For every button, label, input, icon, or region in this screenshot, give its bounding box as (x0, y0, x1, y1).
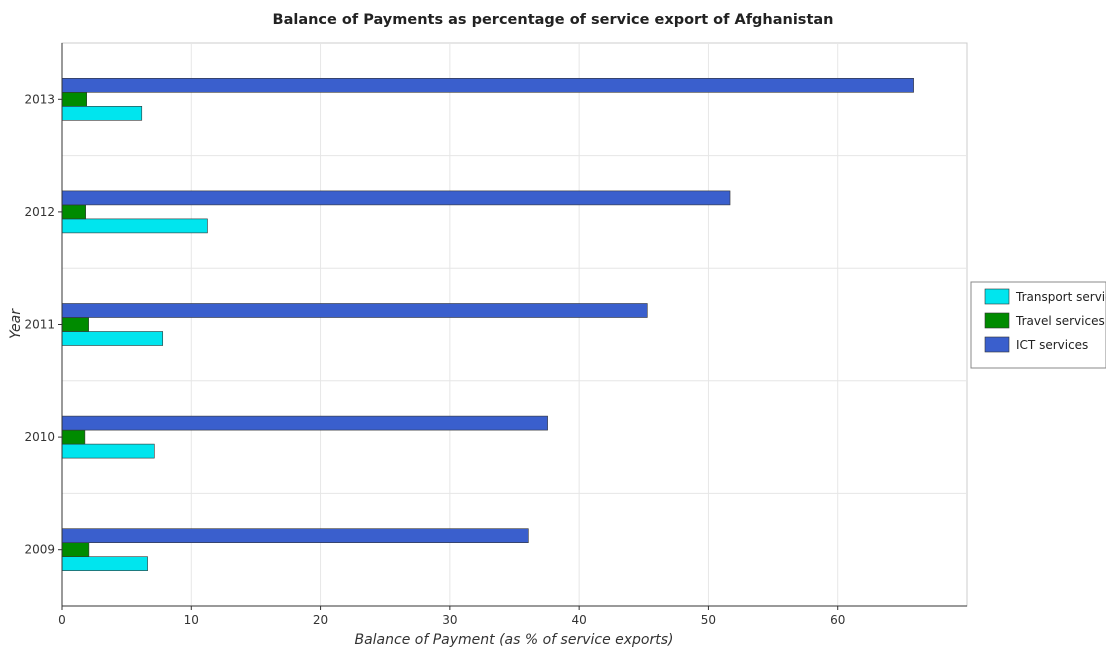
legend-label: ICT services (1016, 338, 1088, 352)
bar-transport-services-2009 (61, 556, 148, 572)
x-tick-label: 40 (572, 613, 587, 627)
x-tick-label: 20 (313, 613, 328, 627)
x-tick-label: 30 (442, 613, 457, 627)
bar-ict-services-2010 (61, 415, 548, 431)
plot-area (61, 42, 968, 607)
x-tick-label: 10 (184, 613, 199, 627)
x-tick-label: 60 (830, 613, 845, 627)
bar-ict-services-2011 (61, 303, 648, 318)
bar-ict-services-2012 (61, 190, 731, 206)
bar-travel-services-2011 (61, 317, 89, 332)
bar-ict-services-2009 (61, 528, 529, 544)
y-tick-label: 2010 (24, 430, 55, 444)
legend-swatch (984, 288, 1010, 305)
bar-travel-services-2010 (61, 429, 86, 445)
bar-transport-services-2010 (61, 443, 155, 459)
bar-travel-services-2009 (61, 542, 90, 558)
y-tick-label: 2013 (24, 92, 55, 106)
legend-label: Travel services (1015, 314, 1105, 328)
bar-travel-services-2012 (61, 204, 86, 220)
bar-transport-services-2012 (61, 218, 208, 234)
legend-swatch (984, 312, 1010, 329)
bar-transport-services-2011 (61, 331, 164, 346)
axes-layer: 0 10 20 30 40 50 60 2009 2010 2011 2012 2013 (24, 43, 967, 627)
legend-swatch (984, 336, 1010, 353)
y-axis-label: Year (8, 308, 24, 339)
y-tick-label: 2011 (24, 318, 55, 332)
bar-travel-services-2013 (61, 92, 87, 107)
bar-transport-services-2013 (61, 106, 143, 121)
x-tick-label: 0 (58, 613, 66, 627)
y-tick-label: 2012 (24, 205, 55, 219)
x-axis-label: Balance of Payment (as % of service expo… (354, 632, 673, 648)
y-tick-label: 2009 (24, 543, 55, 557)
bars-layer (61, 78, 914, 572)
grid-layer (61, 43, 967, 606)
x-tick-label: 50 (701, 613, 716, 627)
legend: Transport services Travel services ICT ser… (970, 281, 1106, 369)
bar-ict-services-2013 (61, 78, 914, 93)
legend-label: Transport services (1015, 290, 1106, 304)
chart-title: Balance of Payments as percentage of ser… (273, 12, 834, 28)
